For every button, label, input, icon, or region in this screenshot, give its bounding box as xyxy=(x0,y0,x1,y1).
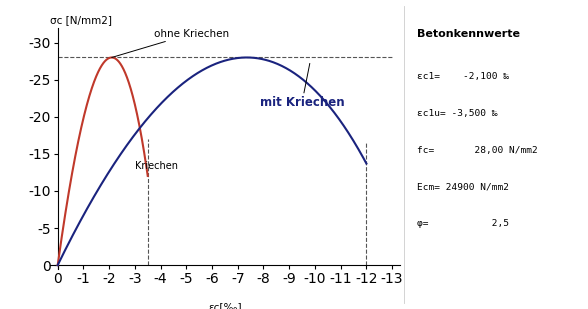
Text: Ecm= 24900 N/mm2: Ecm= 24900 N/mm2 xyxy=(417,182,509,191)
Text: fc=       28,00 N/mm2: fc= 28,00 N/mm2 xyxy=(417,146,538,154)
Text: Betonkennwerte: Betonkennwerte xyxy=(417,29,520,39)
Text: εc1u= -3,500 ‰: εc1u= -3,500 ‰ xyxy=(417,109,498,118)
Text: φ=           2,5: φ= 2,5 xyxy=(417,219,509,228)
Text: σc [N/mm2]: σc [N/mm2] xyxy=(50,15,112,25)
Text: εc[‰]: εc[‰] xyxy=(208,303,242,309)
Text: Kriechen: Kriechen xyxy=(135,161,178,171)
Text: εc1=    -2,100 ‰: εc1= -2,100 ‰ xyxy=(417,72,509,81)
Text: ohne Kriechen: ohne Kriechen xyxy=(112,29,229,57)
Text: mit Kriechen: mit Kriechen xyxy=(260,63,345,109)
